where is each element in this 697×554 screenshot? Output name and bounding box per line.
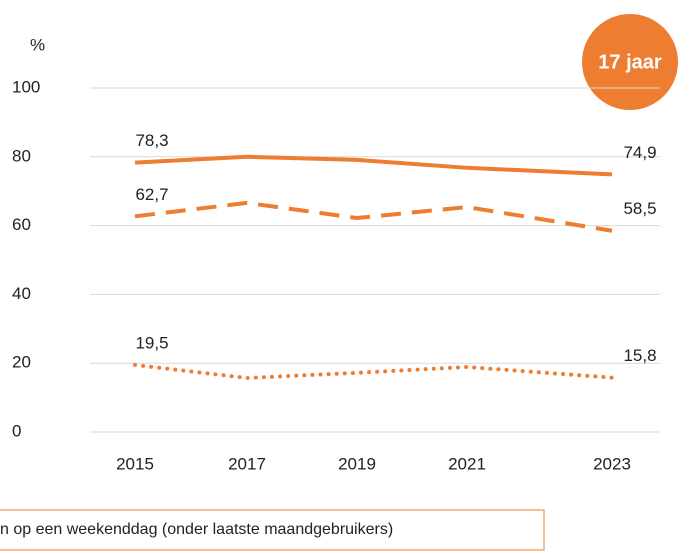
y-tick-label: 20 xyxy=(12,353,31,372)
series-line xyxy=(134,200,613,233)
footnote: n op een weekenddag (onder laatste maand… xyxy=(0,521,393,538)
x-tick-label: 2017 xyxy=(228,454,266,473)
x-tick-label: 2015 xyxy=(116,454,154,473)
x-tick-label: 2021 xyxy=(448,454,486,473)
data-label: 15,8 xyxy=(623,346,656,365)
series-line xyxy=(133,362,614,380)
y-tick-label: 40 xyxy=(12,284,31,303)
x-tick-label: 2023 xyxy=(593,454,631,473)
y-tick-label: 100 xyxy=(12,77,40,96)
y-axis-label: % xyxy=(30,35,45,54)
data-label: 74,9 xyxy=(623,143,656,162)
y-tick-label: 0 xyxy=(12,421,21,440)
data-label: 58,5 xyxy=(623,199,656,218)
series-line xyxy=(134,154,613,177)
footnote-box xyxy=(0,509,545,551)
badge-text: 17 jaar xyxy=(598,51,662,73)
y-tick-label: 80 xyxy=(12,146,31,165)
data-label: 19,5 xyxy=(135,333,168,352)
y-tick-label: 60 xyxy=(12,215,31,234)
data-label: 62,7 xyxy=(135,185,168,204)
x-tick-label: 2019 xyxy=(338,454,376,473)
data-label: 78,3 xyxy=(135,131,168,150)
badge-circle xyxy=(582,14,678,110)
